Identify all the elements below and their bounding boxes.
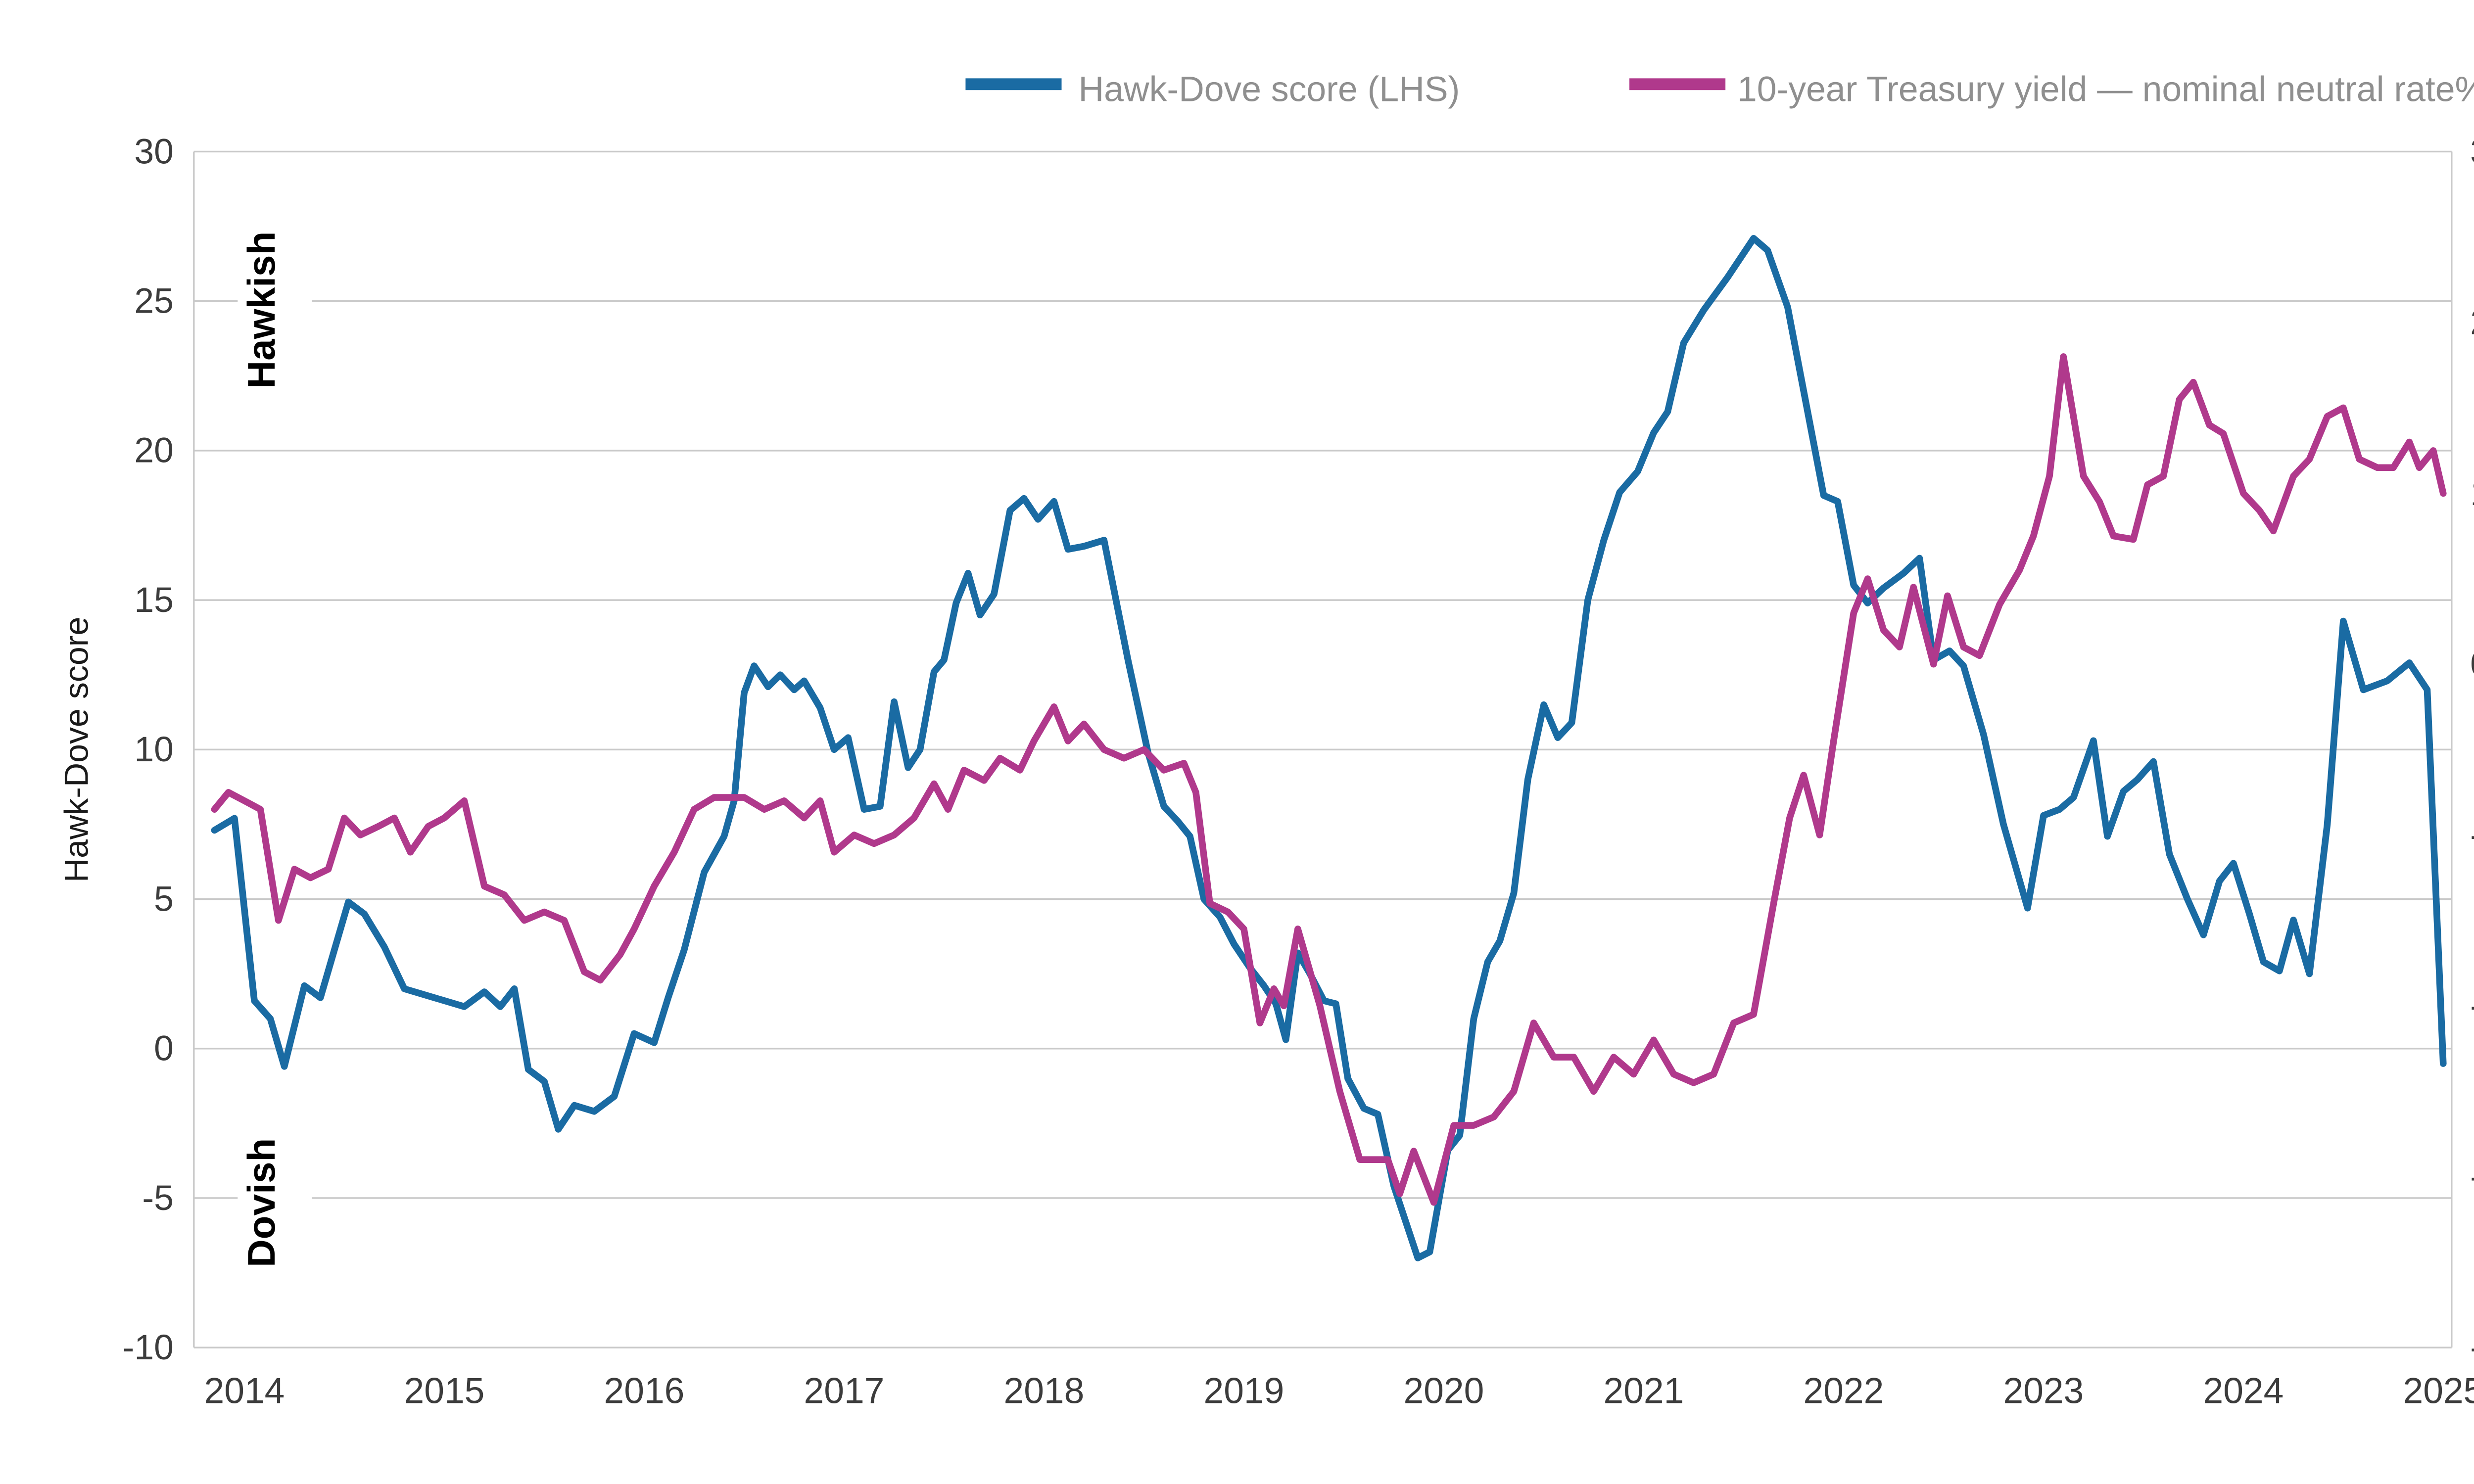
left-tick-label: 5 — [154, 879, 174, 919]
x-tick-label: 2017 — [804, 1371, 885, 1411]
x-tick-label: 2020 — [1404, 1371, 1484, 1411]
right-tick-label: -4 — [2470, 1328, 2474, 1367]
hawkish-label: Hawkish — [239, 232, 283, 389]
left-axis-title: Hawk-Dove score — [57, 617, 95, 882]
hawkish-annotation-box — [238, 215, 312, 405]
x-tick-label: 2022 — [1804, 1371, 1884, 1411]
dovish-annotation-box — [238, 1115, 312, 1291]
x-tick-label: 2014 — [204, 1371, 285, 1411]
right-tick-label: -1 — [2470, 815, 2474, 855]
left-tick-label: 30 — [134, 132, 174, 171]
right-tick-label: -3 — [2470, 1157, 2474, 1197]
left-tick-label: 0 — [154, 1029, 174, 1068]
left-tick-label: -5 — [142, 1178, 174, 1218]
x-tick-label: 2021 — [1604, 1371, 1684, 1411]
left-tick-label: 15 — [134, 580, 174, 620]
legend-swatch-treasury-yield — [1629, 78, 1726, 91]
left-tick-label: 25 — [134, 281, 174, 321]
x-tick-label: 2016 — [604, 1371, 685, 1411]
right-tick-label: 2 — [2470, 303, 2474, 342]
hawk-dove-score-line — [211, 235, 2447, 1261]
right-tick-label: 0 — [2470, 644, 2474, 684]
x-tick-label: 2018 — [1004, 1371, 1085, 1411]
right-tick-label: 3 — [2470, 132, 2474, 171]
x-tick-label: 2024 — [2203, 1371, 2284, 1411]
x-tick-label: 2023 — [2003, 1371, 2084, 1411]
left-axis-tick-labels: 30 25 20 15 10 5 0 -5 -10 — [123, 132, 174, 1367]
right-axis-tick-labels: 3 2 1 0 -1 -2 -3 -4 — [2470, 132, 2474, 1367]
series-lines — [211, 235, 2447, 1261]
left-tick-label: 20 — [134, 431, 174, 470]
x-axis-tick-labels: 2014 2015 2016 2017 2018 2019 2020 2021 2022 2023… — [204, 1371, 2474, 1411]
legend-label-hawk-dove: Hawk-Dove score (LHS) — [1079, 69, 1460, 109]
dovish-label: Dovish — [239, 1138, 283, 1267]
treasury-yield-line — [211, 353, 2447, 1206]
hawkish-annotation: Hawkish — [238, 215, 312, 405]
x-tick-label: 2015 — [404, 1371, 485, 1411]
legend-swatch-hawk-dove — [965, 78, 1062, 91]
right-tick-label: -2 — [2470, 986, 2474, 1025]
right-tick-label: 1 — [2470, 473, 2474, 513]
legend: Hawk-Dove score (LHS) 10-year Treasury y… — [965, 69, 2474, 109]
legend-label-treasury-yield: 10-year Treasury yield — nominal neutral… — [1737, 69, 2474, 109]
gridlines — [193, 150, 2453, 1348]
left-tick-label: -10 — [123, 1328, 174, 1367]
dovish-annotation: Dovish — [238, 1115, 312, 1291]
x-tick-label: 2025 — [2403, 1371, 2474, 1411]
left-tick-label: 10 — [134, 730, 174, 769]
x-tick-label: 2019 — [1204, 1371, 1285, 1411]
